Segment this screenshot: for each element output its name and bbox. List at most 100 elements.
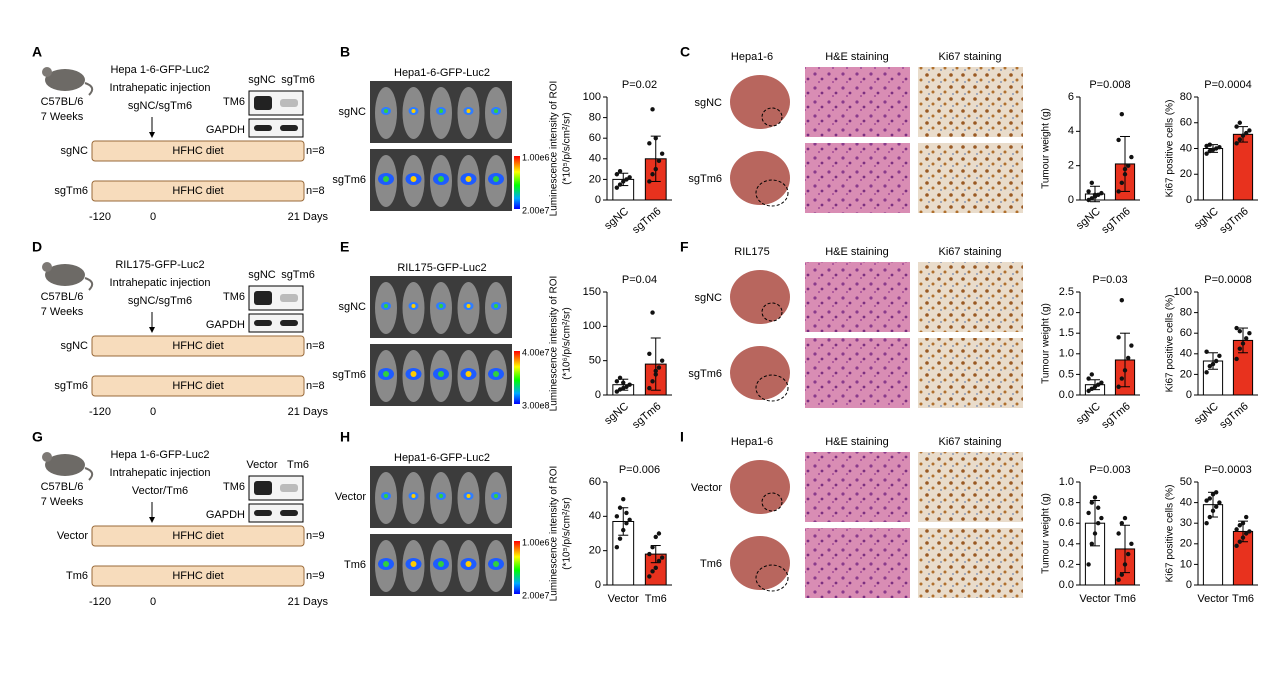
data-point xyxy=(1086,562,1091,567)
data-point xyxy=(1099,515,1104,521)
he-image xyxy=(805,338,910,408)
x-tick-label: sgTm6 xyxy=(1217,400,1250,431)
data-point xyxy=(659,555,665,560)
y-axis-label: (*10⁵/p/s/cm²/sr) xyxy=(562,497,573,570)
data-point xyxy=(614,545,620,550)
y-tick-label: 0.0 xyxy=(1059,389,1074,401)
liver xyxy=(730,75,790,129)
data-point xyxy=(624,384,629,389)
data-point xyxy=(1217,353,1222,359)
diet: HFHC diet xyxy=(172,185,223,197)
blot-row: GAPDH xyxy=(206,319,245,331)
group-n: n=9 xyxy=(306,530,325,542)
y-tick-label: 1.0 xyxy=(1059,348,1074,360)
data-point xyxy=(1214,490,1219,495)
mouse-icon xyxy=(45,454,85,476)
panel-letter: A xyxy=(32,44,42,60)
diet: HFHC diet xyxy=(172,145,223,157)
data-point xyxy=(621,496,626,502)
blot xyxy=(248,118,304,138)
signal-core xyxy=(411,304,416,308)
data-point xyxy=(1089,386,1095,392)
data-point xyxy=(1116,189,1121,194)
x-tick-label: sgNC xyxy=(602,400,631,427)
y-tick-label: 1.0 xyxy=(1059,476,1074,488)
timeline: 0 xyxy=(150,406,156,418)
diet-bar xyxy=(91,180,305,202)
signal-core xyxy=(465,371,472,377)
data-point xyxy=(650,172,655,177)
timeline: 0 xyxy=(150,211,156,223)
ki67-image xyxy=(918,452,1023,522)
timeline: -120 xyxy=(89,211,111,223)
band xyxy=(254,320,272,326)
blot-lane: sgTm6 xyxy=(281,74,315,86)
x-tick-label: Vector xyxy=(1079,593,1111,605)
signal-core xyxy=(383,371,389,377)
injection-text: sgNC/sgTm6 xyxy=(128,100,192,112)
y-tick-label: 20 xyxy=(1180,538,1192,550)
data-point xyxy=(1099,190,1104,196)
band xyxy=(254,291,272,305)
signal-core xyxy=(493,176,499,182)
data-point xyxy=(1086,510,1091,516)
liver xyxy=(730,346,790,400)
data-point xyxy=(653,565,658,571)
x-tick-label: sgTm6 xyxy=(1099,205,1132,236)
band xyxy=(280,510,298,516)
data-point xyxy=(647,141,652,146)
histology-title: Hepa1-6 xyxy=(731,51,773,63)
data-point xyxy=(659,151,665,156)
colorbar xyxy=(514,156,520,209)
y-tick-label: 40 xyxy=(1180,497,1192,509)
y-tick-label: 40 xyxy=(589,510,601,522)
liver xyxy=(730,151,790,205)
column-title: H&E staining xyxy=(825,436,889,448)
diet-bar xyxy=(91,140,305,162)
band xyxy=(280,320,298,326)
x-tick-label: sgNC xyxy=(1192,205,1221,232)
data-point xyxy=(1129,541,1134,546)
row-label: Vector xyxy=(335,491,367,503)
data-point xyxy=(1207,514,1213,520)
data-point xyxy=(1119,521,1125,526)
row-label: sgTm6 xyxy=(688,173,722,185)
data-point xyxy=(653,534,658,540)
blot-row: GAPDH xyxy=(206,124,245,136)
column-title: H&E staining xyxy=(825,246,889,258)
x-tick-label: sgNC xyxy=(1074,205,1103,232)
blot-lane: Vector xyxy=(246,459,278,471)
histology-title: RIL175 xyxy=(734,246,769,258)
data-point xyxy=(1237,539,1243,544)
data-point xyxy=(647,351,652,356)
colorbar-label: 1.00e6 xyxy=(522,537,550,547)
timeline: -120 xyxy=(89,406,111,418)
row-label: sgNC xyxy=(338,301,366,313)
y-tick-label: 1.5 xyxy=(1059,327,1074,339)
data-point xyxy=(1207,363,1213,369)
data-point xyxy=(1234,124,1239,129)
data-point xyxy=(617,168,623,174)
signal-core xyxy=(494,304,498,308)
data-point xyxy=(659,358,665,363)
data-point xyxy=(617,505,623,510)
y-axis-label: Ki67 positive cells (%) xyxy=(1165,485,1176,583)
data-point xyxy=(1244,130,1249,136)
group-n: n=8 xyxy=(306,185,325,197)
signal-core xyxy=(384,109,388,113)
data-point xyxy=(624,177,629,182)
liver xyxy=(730,536,790,590)
row-label: Tm6 xyxy=(700,558,722,570)
p-value: P=0.03 xyxy=(1092,274,1127,286)
y-axis-label: Luminescence intensity of ROI xyxy=(549,466,560,602)
p-value: P=0.04 xyxy=(622,274,657,286)
y-axis-label: Luminescence intensity of ROI xyxy=(549,81,560,217)
blot-lane: Tm6 xyxy=(287,459,309,471)
data-point xyxy=(1204,370,1209,375)
data-point xyxy=(1116,335,1121,340)
mouse-icon xyxy=(84,467,94,481)
panel-letter: H xyxy=(340,429,350,445)
data-point xyxy=(1092,495,1098,500)
panel-letter: B xyxy=(340,44,350,60)
y-tick-label: 80 xyxy=(1180,91,1192,103)
